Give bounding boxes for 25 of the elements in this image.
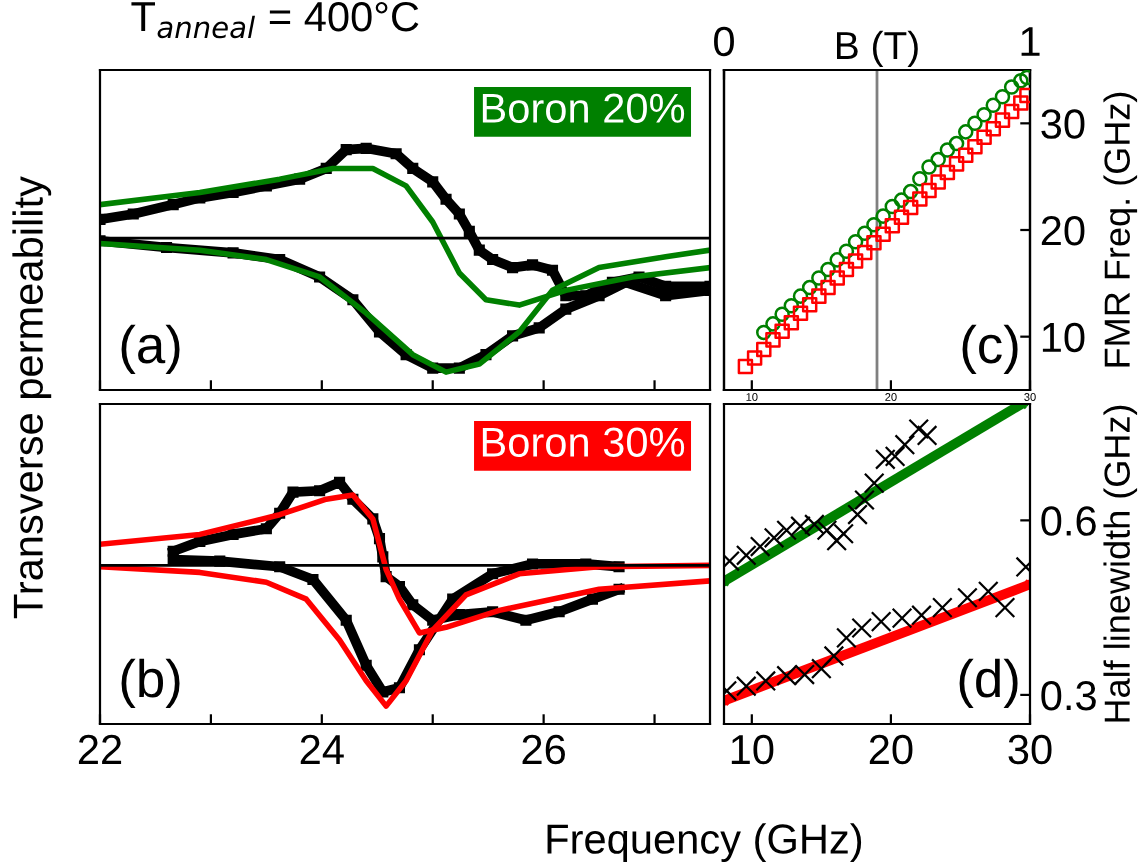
annotation: (d) xyxy=(959,658,1018,708)
y-axis-title: FMR Freq. (GHz) xyxy=(1103,92,1138,367)
y-axis-title: Transverse permeability xyxy=(12,176,52,619)
x2-axis-title: B (T) xyxy=(836,30,918,67)
y-tick-label: 30 xyxy=(1041,109,1085,139)
y-tick-label: 0.3 xyxy=(1041,680,1096,711)
annotation: (b) xyxy=(121,658,180,708)
x2-tick-label: 0 xyxy=(714,26,734,57)
y-axis-title: Half linewidth (GHz) xyxy=(1103,405,1138,722)
annotation: (a) xyxy=(121,324,180,374)
annotation: (c) xyxy=(962,324,1018,374)
y-tick-label: 20 xyxy=(1041,216,1085,246)
y-tick-label: 10 xyxy=(1042,322,1085,353)
x-tick-label: 26 xyxy=(522,734,565,765)
x-tick-label: 24 xyxy=(300,734,344,764)
text: Boron 20% xyxy=(482,93,685,124)
x-tick-label: 10 xyxy=(731,734,774,765)
x2-tick-label: 1 xyxy=(1021,27,1040,56)
y-tick-label: 0.6 xyxy=(1041,506,1096,536)
text: Boron 30% xyxy=(482,427,685,458)
chart-title: T$_{anneal}$ = 400°C xyxy=(131,1,419,39)
x-tick-label: 30 xyxy=(1008,734,1052,765)
x-tick-label: 22 xyxy=(78,734,122,764)
x-tick-label: 20 xyxy=(869,734,913,765)
x-axis-title: Frequency (GHz) xyxy=(547,823,862,862)
